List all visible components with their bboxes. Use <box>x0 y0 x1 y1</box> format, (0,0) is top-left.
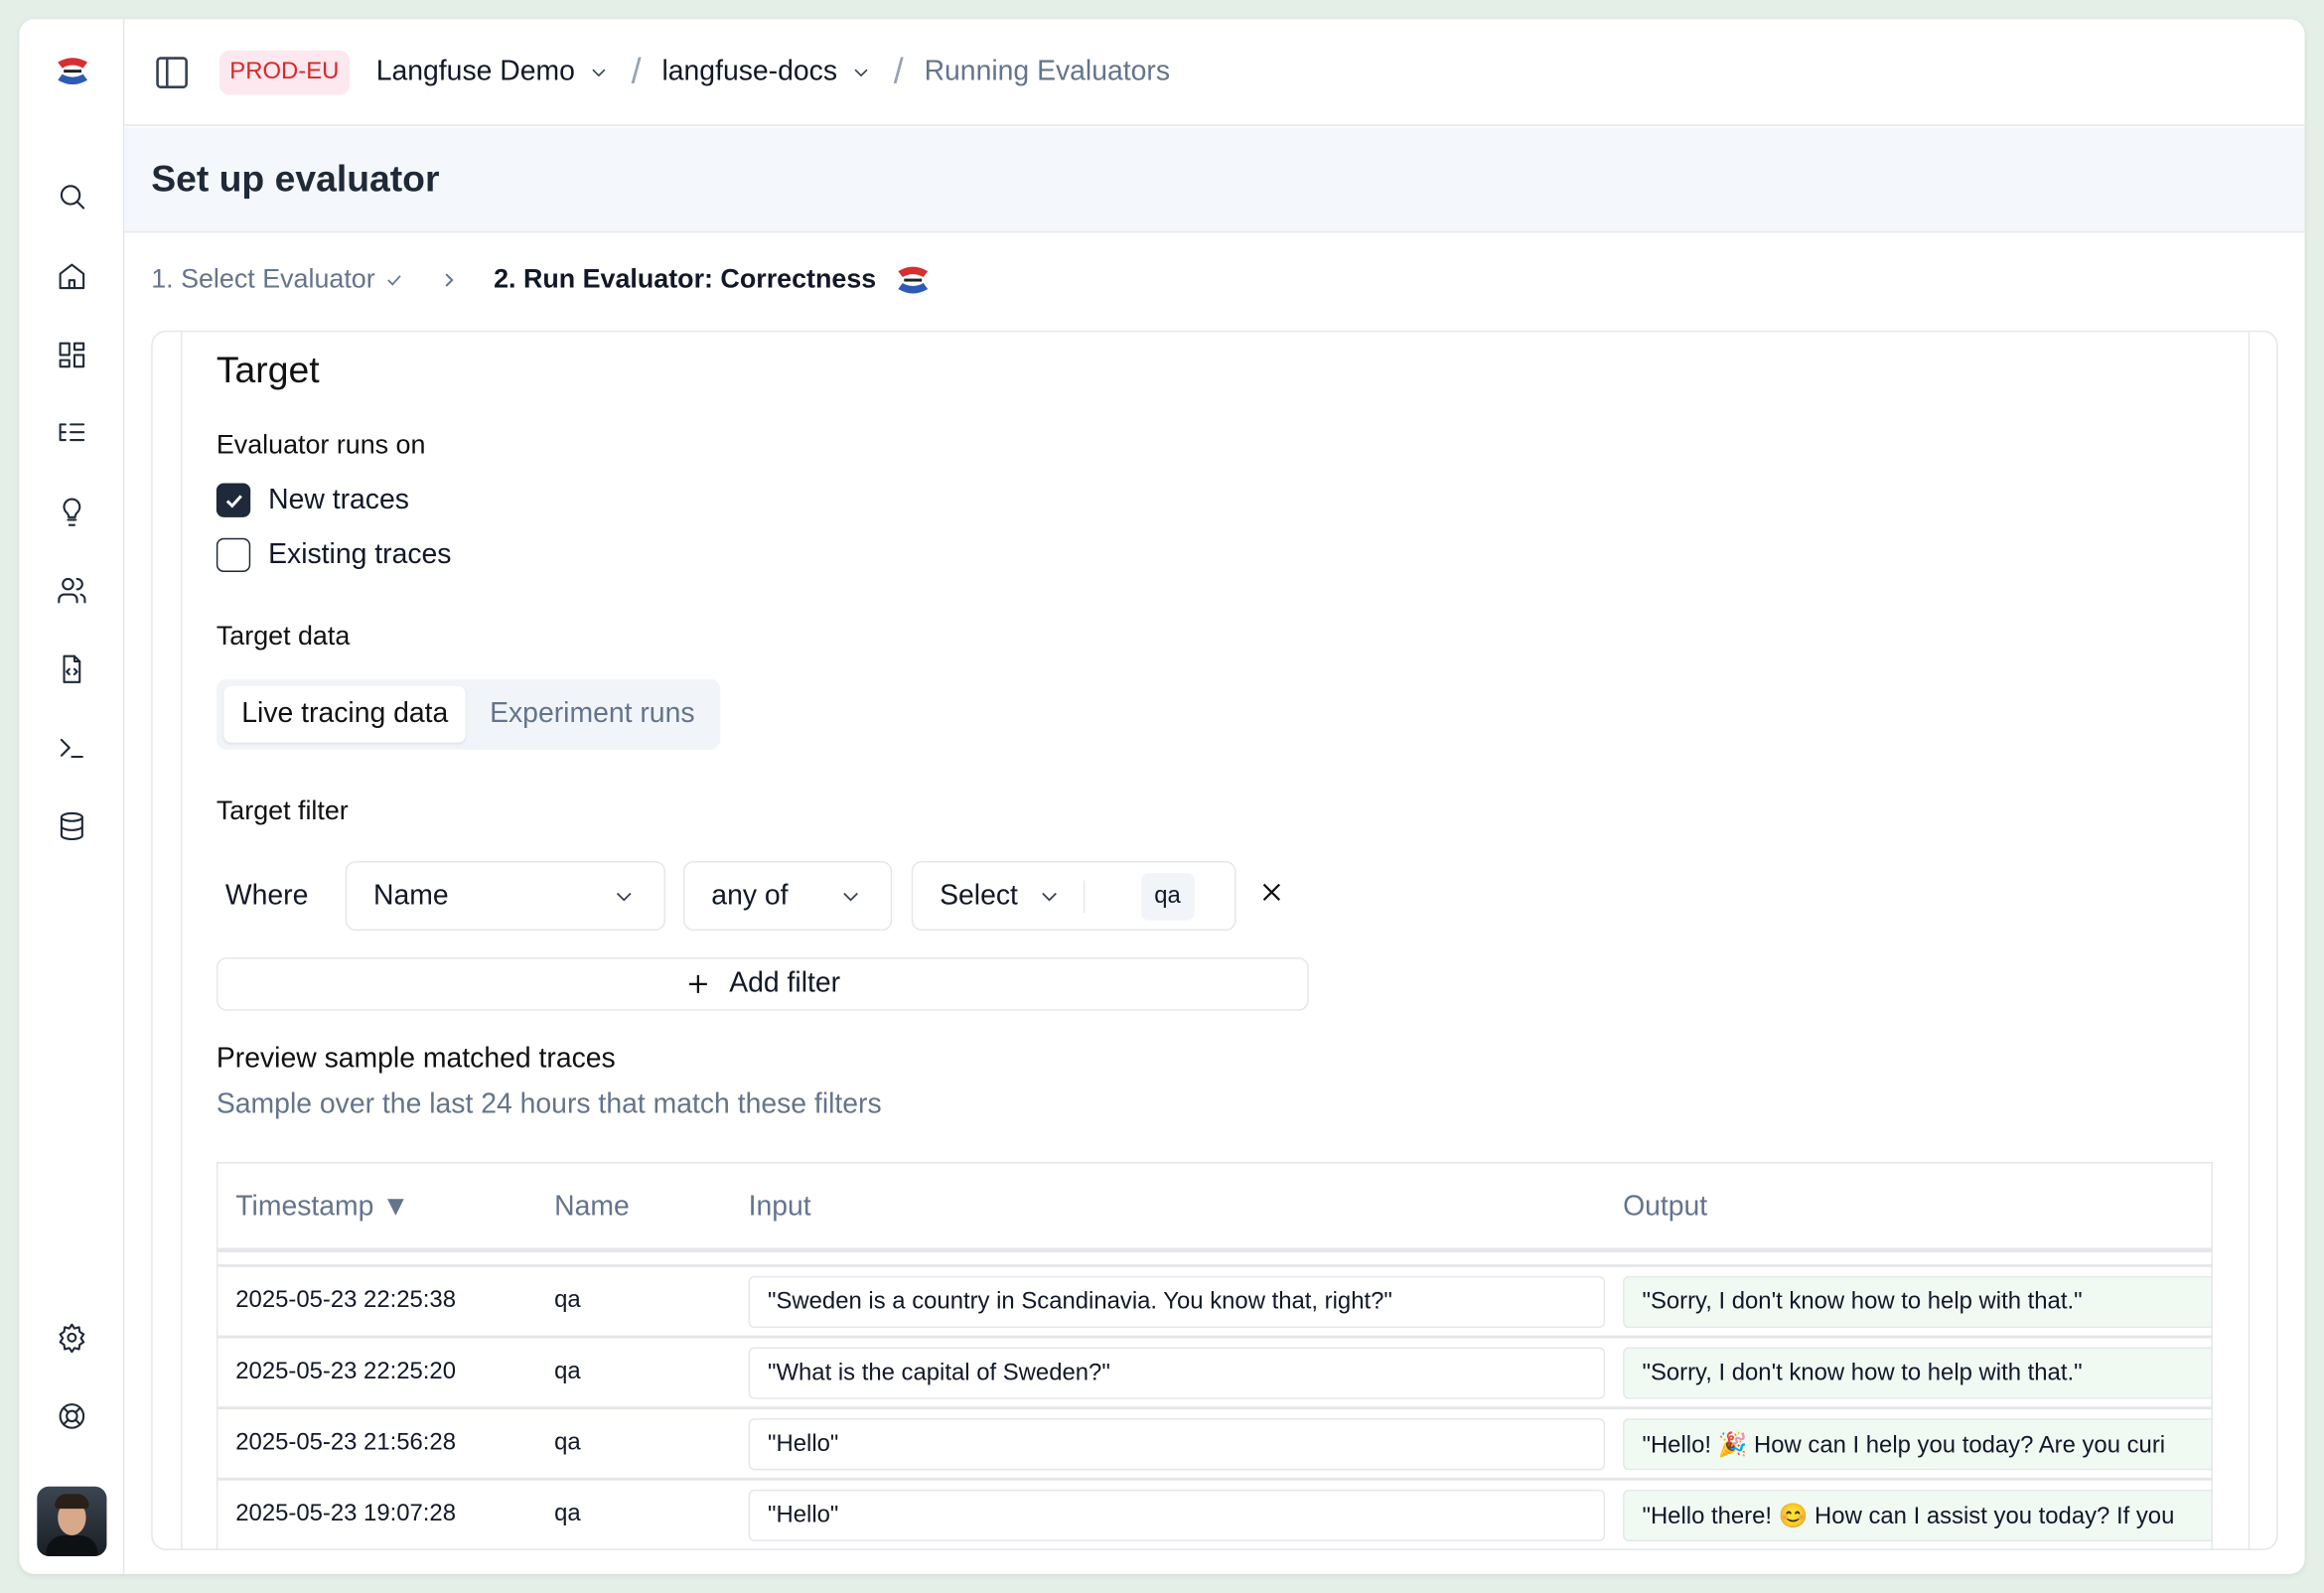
input-cell: "Hello" <box>748 1418 1606 1471</box>
topbar: PROD-EU Langfuse Demo / langfuse-docs / … <box>124 19 2305 126</box>
select-value: Name <box>373 879 449 912</box>
check-icon <box>387 274 401 285</box>
evaluator-logo-icon <box>898 265 929 293</box>
traces-icon[interactable] <box>54 415 89 451</box>
chevron-right-icon <box>445 272 454 286</box>
table-row[interactable]: 2025-05-23 21:56:28 qa "Hello" "Hello! 🎉… <box>218 1406 2212 1478</box>
organization-name: Langfuse Demo <box>375 55 575 87</box>
checkbox-checked[interactable] <box>216 483 251 517</box>
column-header-output[interactable]: Output <box>1623 1191 1708 1223</box>
name-cell: qa <box>554 1430 581 1456</box>
name-cell: qa <box>554 1359 581 1384</box>
output-cell: "Hello! 🎉 How can I help you today? Are … <box>1623 1418 2212 1471</box>
output-cell: "Hello there! 😊 How can I assist you tod… <box>1623 1489 2212 1541</box>
breadcrumb-separator: / <box>631 51 642 91</box>
tab-experiment-runs[interactable]: Experiment runs <box>490 697 695 730</box>
table-row[interactable]: 2025-05-23 22:25:20 qa "What is the capi… <box>218 1335 2212 1407</box>
chevron-down-icon <box>854 68 868 76</box>
input-cell: "Sweden is a country in Scandinavia. You… <box>748 1275 1606 1329</box>
timestamp-cell: 2025-05-23 22:25:20 <box>235 1359 456 1384</box>
database-icon[interactable] <box>54 807 89 843</box>
target-data-tabs: Live tracing data Experiment runs <box>216 678 720 751</box>
runs-on-label: Evaluator runs on <box>216 429 426 460</box>
filter-where-label: Where <box>224 880 309 912</box>
tab-live-tracing-data[interactable]: Live tracing data <box>223 685 467 743</box>
output-cell: "Sorry, I don't know how to help with th… <box>1623 1275 2212 1329</box>
table-row[interactable]: 2025-05-23 22:25:38 qa "Sweden is a coun… <box>218 1263 2212 1336</box>
timestamp-cell: 2025-05-23 22:25:38 <box>235 1287 456 1314</box>
project-name: langfuse-docs <box>661 55 838 87</box>
preview-title: Preview sample matched traces <box>216 1043 616 1075</box>
settings-icon[interactable] <box>54 1319 89 1355</box>
sidebar-toggle-icon[interactable] <box>153 53 192 91</box>
header-divider <box>218 1247 2212 1252</box>
chevron-down-icon <box>843 892 858 901</box>
project-switcher[interactable]: langfuse-docs <box>661 56 872 88</box>
support-icon[interactable] <box>54 1397 89 1433</box>
preview-table: Timestamp ▼ Name Input Output 2025-05-23… <box>216 1161 2214 1549</box>
chevron-down-icon <box>616 892 632 901</box>
timestamp-cell: 2025-05-23 19:07:28 <box>235 1501 456 1527</box>
column-header-name[interactable]: Name <box>554 1191 630 1223</box>
selected-value-chip: qa <box>1140 872 1195 920</box>
name-cell: qa <box>554 1501 581 1527</box>
select-placeholder: Select <box>940 879 1018 912</box>
checkbox-new-traces[interactable]: New traces <box>216 483 409 517</box>
column-header-timestamp[interactable]: Timestamp ▼ <box>235 1191 410 1223</box>
terminal-icon[interactable] <box>54 729 89 765</box>
lightbulb-icon[interactable] <box>54 494 89 529</box>
filter-operator-select[interactable]: any of <box>682 861 893 932</box>
input-cell: "Hello" <box>748 1489 1606 1541</box>
scroll-area[interactable] <box>181 332 2251 1549</box>
search-icon[interactable] <box>54 178 89 214</box>
prompt-file-icon[interactable] <box>54 651 89 686</box>
sidebar <box>19 19 125 1574</box>
checkbox-label: New traces <box>268 484 409 515</box>
output-cell: "Sorry, I don't know how to help with th… <box>1623 1347 2212 1399</box>
add-filter-button[interactable]: Add filter <box>216 957 1309 1011</box>
check-icon <box>225 494 242 507</box>
target-card: Target Evaluator runs on New traces Exis… <box>151 330 2278 1550</box>
column-header-input[interactable]: Input <box>748 1191 811 1223</box>
checkbox-label: Existing traces <box>268 538 452 570</box>
preview-subtitle: Sample over the last 24 hours that match… <box>216 1088 882 1121</box>
chevron-down-icon <box>592 68 606 76</box>
timestamp-cell: 2025-05-23 21:56:28 <box>235 1430 456 1456</box>
target-filter-label: Target filter <box>216 796 349 826</box>
target-title: Target <box>216 350 320 391</box>
target-data-label: Target data <box>216 621 351 652</box>
langfuse-logo[interactable] <box>54 57 92 86</box>
environment-badge: PROD-EU <box>218 49 350 94</box>
filter-column-select[interactable]: Name <box>345 861 666 932</box>
breadcrumb-current-page[interactable]: Running Evaluators <box>924 55 1171 87</box>
plus-icon <box>688 974 707 993</box>
home-icon[interactable] <box>54 258 89 294</box>
checkbox-unchecked[interactable] <box>216 537 251 573</box>
table-row[interactable]: 2025-05-23 19:07:28 qa "Hello" "Hello th… <box>218 1477 2212 1549</box>
stepper: 1. Select Evaluator 2. Run Evaluator: Co… <box>151 264 933 295</box>
user-avatar[interactable] <box>37 1486 107 1556</box>
app-window: PROD-EU Langfuse Demo / langfuse-docs / … <box>19 19 2305 1574</box>
checkbox-existing-traces[interactable]: Existing traces <box>216 537 452 573</box>
step-select-evaluator[interactable]: 1. Select Evaluator <box>151 263 375 294</box>
remove-filter-icon[interactable] <box>1258 879 1285 906</box>
name-cell: qa <box>554 1287 581 1314</box>
step-run-evaluator: 2. Run Evaluator: Correctness <box>494 263 877 294</box>
add-filter-label: Add filter <box>729 967 841 999</box>
select-value: any of <box>711 879 789 912</box>
input-cell: "What is the capital of Sweden?" <box>748 1347 1606 1399</box>
users-icon[interactable] <box>54 572 89 608</box>
dashboard-icon[interactable] <box>54 337 89 372</box>
organization-switcher[interactable]: Langfuse Demo <box>376 56 611 88</box>
filter-value-select[interactable]: Select qa <box>911 861 1236 932</box>
breadcrumb-separator: / <box>893 51 904 91</box>
page-title: Set up evaluator <box>124 127 2305 233</box>
chevron-down-icon <box>1041 892 1057 901</box>
